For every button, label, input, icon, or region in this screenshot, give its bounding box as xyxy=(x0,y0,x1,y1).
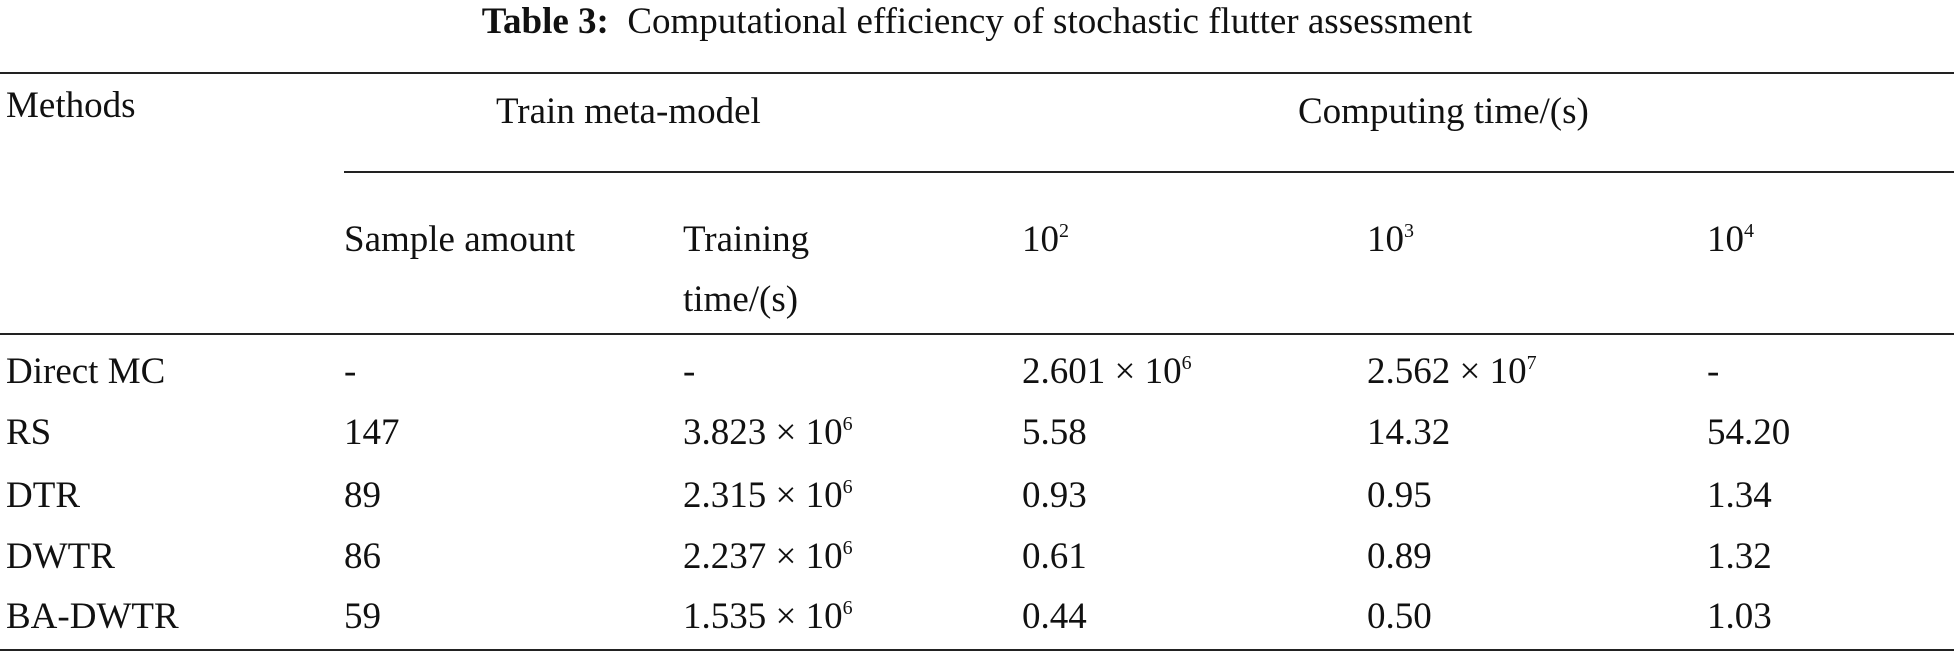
table-cell: - xyxy=(1707,351,1720,392)
table-cell: 0.93 xyxy=(1022,475,1087,516)
table-cell: 86 xyxy=(344,536,381,577)
group-header: Computing time/(s) xyxy=(1298,91,1589,132)
table-cell: Direct MC xyxy=(6,351,166,392)
table-cell: 5.58 xyxy=(1022,412,1087,453)
group-header: Train meta-model xyxy=(496,91,761,132)
table-cell: 1.535 × 106 xyxy=(683,595,853,639)
table-cell: 0.44 xyxy=(1022,596,1087,637)
group-rule xyxy=(344,171,1954,173)
cell-superscript: 4 xyxy=(1744,220,1754,242)
table-cell: 2.601 × 106 xyxy=(1022,350,1192,394)
header-rule xyxy=(0,333,1954,335)
cell-base: 2.237 × 10 xyxy=(683,536,843,577)
table-cell: DWTR xyxy=(6,536,115,577)
table-cell: 2.562 × 107 xyxy=(1367,350,1537,394)
table-cell: 2.237 × 106 xyxy=(683,535,853,579)
column-header: Methods xyxy=(6,85,136,126)
table-cell: 59 xyxy=(344,596,381,637)
table-cell: 54.20 xyxy=(1707,412,1791,453)
cell-base: 2.315 × 10 xyxy=(683,475,843,516)
table-cell: 0.89 xyxy=(1367,536,1432,577)
column-header: Training time/(s) xyxy=(683,219,810,320)
table-cell: 1.34 xyxy=(1707,475,1772,516)
table-cell: DTR xyxy=(6,475,80,516)
table-cell: 89 xyxy=(344,475,381,516)
cell-base: 1.535 × 10 xyxy=(683,596,843,637)
column-header: Sample amount xyxy=(344,219,576,260)
table-caption: Table 3: Computational efficiency of sto… xyxy=(0,0,1954,44)
cell-base: 3.823 × 10 xyxy=(683,412,843,453)
column-header: 104 xyxy=(1707,218,1754,262)
table-cell: 1.03 xyxy=(1707,596,1772,637)
table-cell: RS xyxy=(6,412,52,453)
table-cell: BA-DWTR xyxy=(6,596,179,637)
caption-label: Table 3: xyxy=(481,1,609,42)
cell-superscript: 6 xyxy=(842,476,853,498)
cell-base: 10 xyxy=(1022,219,1059,260)
cell-superscript: 3 xyxy=(1404,220,1414,242)
cell-base: 2.601 × 10 xyxy=(1022,351,1182,392)
bottom-rule xyxy=(0,649,1954,651)
table-cell: 0.95 xyxy=(1367,475,1432,516)
cell-superscript: 7 xyxy=(1526,352,1537,374)
table-cell: - xyxy=(683,351,696,392)
table-cell: - xyxy=(344,351,357,392)
cell-superscript: 6 xyxy=(842,597,853,619)
cell-base: 2.562 × 10 xyxy=(1367,351,1527,392)
table-cell: 0.61 xyxy=(1022,536,1087,577)
table-cell: 14.32 xyxy=(1367,412,1451,453)
column-header: 102 xyxy=(1022,218,1069,262)
table-cell: 1.32 xyxy=(1707,536,1772,577)
table-cell: 147 xyxy=(344,412,400,453)
table-cell: 2.315 × 106 xyxy=(683,474,853,518)
caption-title: Computational efficiency of stochastic f… xyxy=(627,1,1473,42)
cell-base: 10 xyxy=(1707,219,1744,260)
cell-base: 10 xyxy=(1367,219,1404,260)
top-rule xyxy=(0,72,1954,74)
table-cell: 3.823 × 106 xyxy=(683,411,853,455)
table-cell: 0.50 xyxy=(1367,596,1432,637)
cell-superscript: 6 xyxy=(842,413,853,435)
cell-superscript: 6 xyxy=(1181,352,1192,374)
cell-superscript: 6 xyxy=(842,537,853,559)
column-header: 103 xyxy=(1367,218,1414,262)
cell-superscript: 2 xyxy=(1059,220,1069,242)
